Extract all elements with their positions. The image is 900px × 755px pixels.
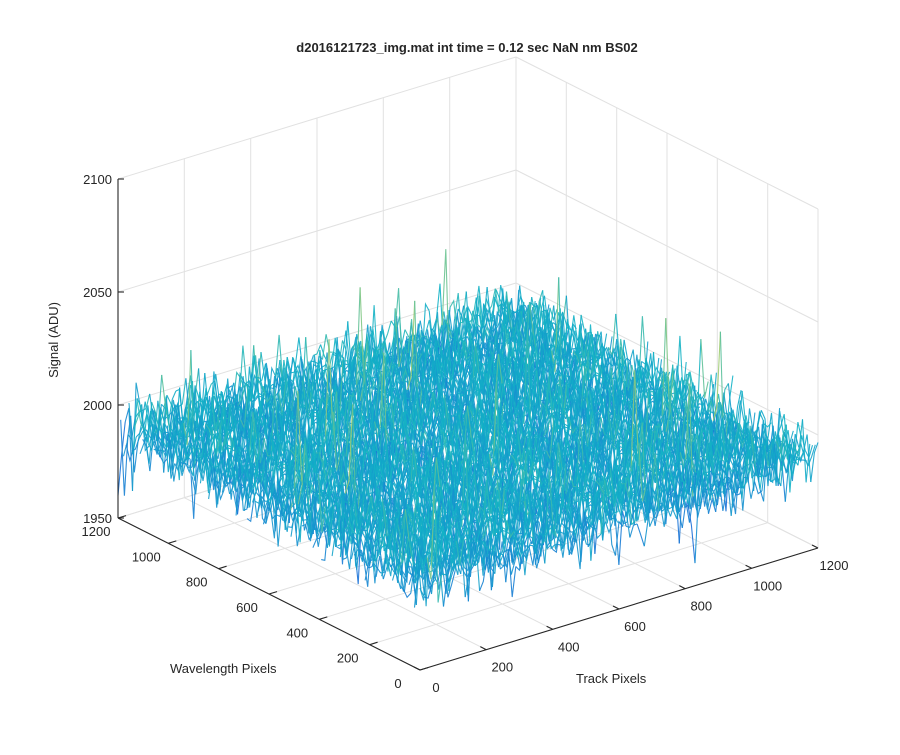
- surface-layer: [118, 249, 818, 607]
- surface-segment: [694, 339, 701, 421]
- surface-segment: [701, 339, 708, 398]
